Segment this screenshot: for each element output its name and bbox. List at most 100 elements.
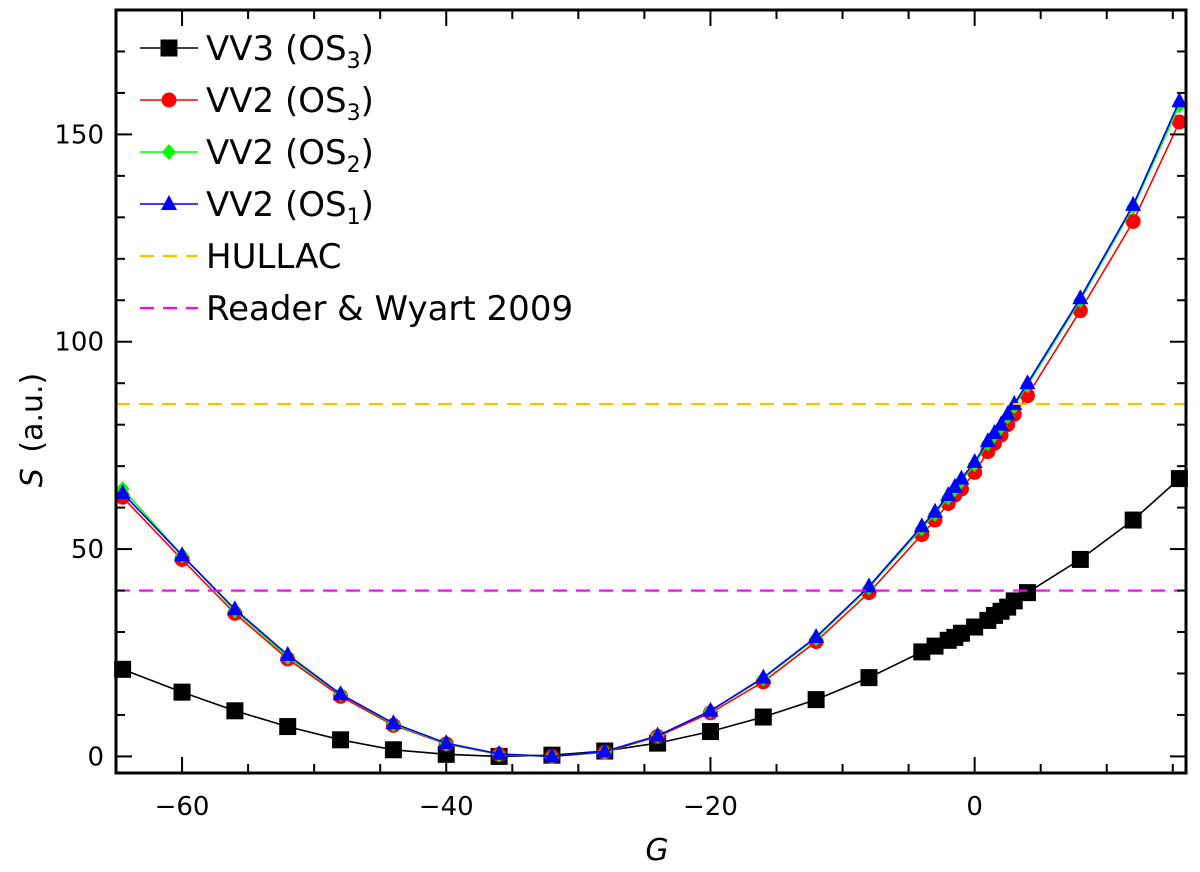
data-point-1-29	[1171, 114, 1187, 130]
data-point-0-13	[807, 691, 825, 709]
x-tick-label: −60	[155, 792, 210, 822]
legend-item-4: HULLAC	[140, 237, 342, 277]
data-point-3-16	[927, 502, 944, 518]
y-tick-label: 150	[54, 120, 104, 150]
legend-label-sub: 3	[347, 101, 361, 126]
data-point-0-1	[173, 683, 191, 701]
data-point-3-24	[999, 405, 1016, 421]
y-axis-title: S (a.u.)	[15, 373, 50, 487]
data-point-0-19	[952, 624, 970, 642]
y-axis-symbol: S	[15, 468, 50, 487]
data-point-3-20	[966, 452, 983, 468]
data-point-3-11	[702, 701, 719, 717]
data-point-3-8	[543, 747, 560, 763]
data-point-0-14	[860, 669, 878, 687]
legend-label: Reader & Wyart 2009	[206, 289, 573, 329]
data-point-3-2	[226, 600, 243, 616]
x-tick-label: −20	[683, 792, 738, 822]
legend-label-end: )	[361, 81, 374, 121]
data-point-0-16	[926, 637, 944, 655]
legend-label-main: VV2 (OS	[206, 185, 347, 225]
data-point-0-29	[1170, 470, 1188, 488]
x-tick-label: −40	[419, 792, 474, 822]
legend-label: HULLAC	[206, 237, 342, 277]
legend-label-sub: 1	[347, 205, 361, 230]
legend-label-main: Reader & Wyart 2009	[206, 289, 573, 329]
data-point-0-28	[1124, 511, 1142, 529]
y-axis-unit: (a.u.)	[15, 373, 50, 453]
data-point-3-13	[808, 627, 825, 643]
legend-label: VV2 (OS2)	[206, 133, 374, 178]
legend-item-2: VV2 (OS2)	[140, 133, 374, 178]
legend-marker	[160, 39, 178, 57]
plot-frame	[114, 8, 1188, 775]
legend-label-sub: 2	[347, 153, 361, 178]
data-point-0-5	[384, 741, 402, 759]
data-point-3-23	[993, 415, 1010, 431]
data-point-3-15	[913, 517, 930, 533]
x-axis-title: G	[645, 833, 668, 868]
data-point-3-10	[649, 726, 666, 742]
data-point-0-3	[279, 718, 297, 736]
data-point-3-7	[491, 744, 508, 760]
legend-item-3: VV2 (OS1)	[140, 185, 374, 230]
data-point-0-12	[754, 708, 772, 726]
x-tick-label: 0	[966, 792, 983, 822]
legend-label: VV2 (OS1)	[206, 185, 374, 230]
y-tick-label: 0	[87, 742, 104, 772]
y-tick-label: 100	[54, 328, 104, 358]
legend-item-5: Reader & Wyart 2009	[140, 289, 573, 329]
legend-marker	[162, 144, 176, 160]
data-point-3-0	[114, 484, 131, 500]
series-0	[114, 470, 1188, 765]
data-point-0-2	[226, 702, 244, 720]
data-point-0-20	[966, 618, 984, 636]
legend-marker	[161, 92, 177, 108]
legend-marker	[161, 195, 177, 210]
legend-label-main: VV3 (OS	[206, 29, 347, 69]
legend-label-end: )	[361, 133, 374, 173]
data-point-3-5	[385, 714, 402, 730]
y-tick-label: 50	[71, 535, 104, 565]
data-point-3-4	[332, 685, 349, 701]
data-point-0-25	[1005, 592, 1023, 610]
data-point-3-14	[860, 577, 877, 593]
axes-layer: −60 −40 −20 0 0 50 100 150	[54, 8, 1188, 822]
legend-label-main: VV2 (OS	[206, 133, 347, 173]
legend-label-sub: 3	[347, 49, 361, 74]
data-point-0-11	[701, 723, 719, 741]
legend-label-main: HULLAC	[206, 237, 342, 277]
legend-label: VV2 (OS3)	[206, 81, 374, 126]
legend-label-end: )	[361, 29, 374, 69]
data-point-3-17	[940, 486, 957, 502]
series-layer	[114, 92, 1188, 765]
data-point-3-9	[596, 742, 613, 758]
legend-label-main: VV2 (OS	[206, 81, 347, 121]
data-point-3-21	[979, 432, 996, 448]
data-point-0-15	[913, 643, 931, 661]
data-point-3-1	[174, 546, 191, 562]
legend-item-1: VV2 (OS3)	[140, 81, 374, 126]
data-point-3-26	[1019, 374, 1036, 390]
legend: VV3 (OS3)VV2 (OS3)VV2 (OS2)VV2 (OS1)HULL…	[140, 29, 573, 329]
data-point-3-22	[986, 423, 1003, 439]
data-point-3-18	[946, 477, 963, 493]
data-point-3-25	[1006, 394, 1023, 410]
data-point-3-3	[279, 645, 296, 661]
legend-label-end: )	[361, 185, 374, 225]
legend-label: VV3 (OS3)	[206, 29, 374, 74]
data-point-3-6	[438, 734, 455, 750]
data-point-3-29	[1171, 92, 1188, 108]
data-point-0-26	[1018, 584, 1036, 602]
data-point-1-28	[1125, 213, 1141, 229]
series-3	[114, 92, 1188, 763]
data-point-3-27	[1072, 289, 1089, 305]
data-point-0-4	[332, 731, 350, 749]
data-point-3-19	[953, 469, 970, 485]
legend-item-0: VV3 (OS3)	[140, 29, 374, 74]
data-point-3-28	[1125, 195, 1142, 211]
data-point-3-12	[755, 668, 772, 684]
